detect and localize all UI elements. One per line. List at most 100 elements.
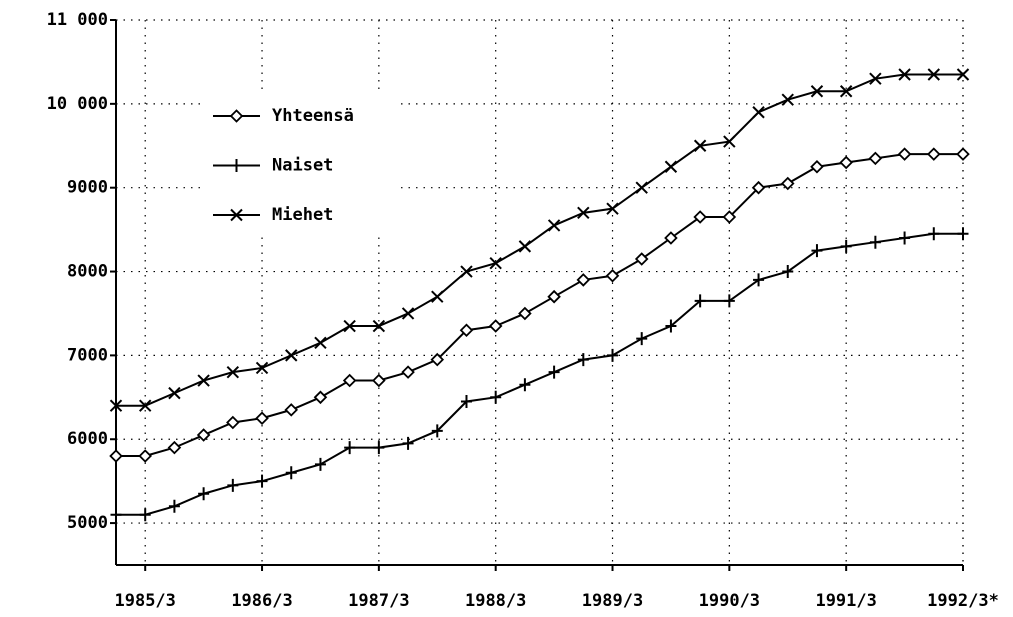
data-point <box>196 428 211 442</box>
data-point <box>402 436 414 450</box>
data-point <box>665 319 677 333</box>
data-point <box>751 180 766 195</box>
data-point <box>810 159 824 174</box>
data-point <box>605 268 620 283</box>
data-point <box>490 390 502 404</box>
data-point <box>518 306 532 321</box>
data-point <box>899 231 911 245</box>
y-tick-label: 10 000 <box>47 94 108 114</box>
data-point <box>168 499 180 513</box>
data-point <box>693 139 707 152</box>
data-point <box>109 399 123 412</box>
data-point <box>401 307 415 320</box>
data-point <box>342 373 357 388</box>
data-point <box>431 290 444 303</box>
data-point <box>607 348 619 362</box>
data-point <box>372 373 386 388</box>
data-point <box>547 219 561 232</box>
data-point <box>314 457 326 471</box>
data-point <box>460 395 472 408</box>
data-point <box>636 332 648 346</box>
data-point <box>197 374 210 387</box>
data-point <box>519 378 531 392</box>
data-point <box>723 294 735 308</box>
data-point <box>285 466 297 480</box>
data-point <box>868 151 883 166</box>
data-point <box>226 415 240 430</box>
x-tick-label: 1985/3 <box>114 591 175 611</box>
data-point <box>285 349 298 362</box>
x-tick-label: 1992/3* <box>927 591 999 611</box>
y-tick-label: 6000 <box>67 429 108 449</box>
data-point <box>839 155 853 170</box>
data-point <box>577 353 589 367</box>
data-point <box>167 440 182 455</box>
data-point <box>430 352 445 367</box>
data-point <box>634 252 649 266</box>
data-point <box>927 147 941 161</box>
data-point <box>489 256 502 270</box>
data-point <box>898 68 911 81</box>
y-tick-label: 5000 <box>67 513 108 533</box>
x-tick-label: 1988/3 <box>465 591 526 611</box>
data-point <box>722 210 737 224</box>
x-tick-label: 1986/3 <box>231 591 292 611</box>
data-point <box>576 273 591 287</box>
data-point <box>606 202 619 215</box>
legend-label: Yhteensä <box>272 106 354 126</box>
data-point <box>753 273 765 287</box>
data-point <box>431 424 443 438</box>
series-line <box>116 232 963 516</box>
data-point <box>168 386 181 400</box>
data-point <box>459 323 474 338</box>
data-point <box>664 231 678 245</box>
x-tick-label: 1987/3 <box>348 591 409 611</box>
data-point <box>255 361 269 375</box>
data-point <box>897 147 912 161</box>
data-point <box>664 160 678 173</box>
data-point <box>928 227 940 241</box>
data-point <box>811 244 823 258</box>
y-tick-label: 9000 <box>67 178 108 198</box>
data-point <box>752 106 765 119</box>
data-point <box>548 365 560 379</box>
data-point <box>723 135 736 148</box>
legend-label: Naiset <box>272 156 333 176</box>
data-point <box>694 294 706 308</box>
data-point <box>547 289 561 304</box>
data-point <box>401 365 415 379</box>
data-point <box>781 93 794 106</box>
data-point <box>109 449 123 463</box>
data-point <box>372 319 386 333</box>
y-tick-label: 8000 <box>67 262 108 282</box>
x-tick-label: 1991/3 <box>815 591 876 611</box>
data-point <box>313 390 328 405</box>
data-point <box>344 441 356 455</box>
legend-marker <box>231 159 242 172</box>
data-point <box>840 239 852 253</box>
data-point <box>138 399 152 412</box>
series-line <box>116 73 963 407</box>
data-point <box>198 487 210 501</box>
data-point <box>635 181 648 194</box>
data-point <box>256 474 268 488</box>
data-point <box>226 365 240 379</box>
x-tick-label: 1989/3 <box>582 591 643 611</box>
data-point <box>956 68 970 81</box>
data-point <box>810 85 824 98</box>
data-point <box>577 206 590 220</box>
legend-marker <box>230 208 243 222</box>
data-point <box>110 508 122 522</box>
data-point <box>518 240 532 253</box>
data-point <box>343 319 356 333</box>
data-point <box>839 85 853 98</box>
data-point <box>927 68 941 81</box>
data-point <box>780 176 795 191</box>
data-point <box>460 265 473 278</box>
y-tick-label: 7000 <box>67 345 108 365</box>
y-tick-label: 11 000 <box>47 10 108 30</box>
data-point <box>373 441 385 455</box>
data-point <box>782 265 794 279</box>
data-point <box>227 478 239 492</box>
